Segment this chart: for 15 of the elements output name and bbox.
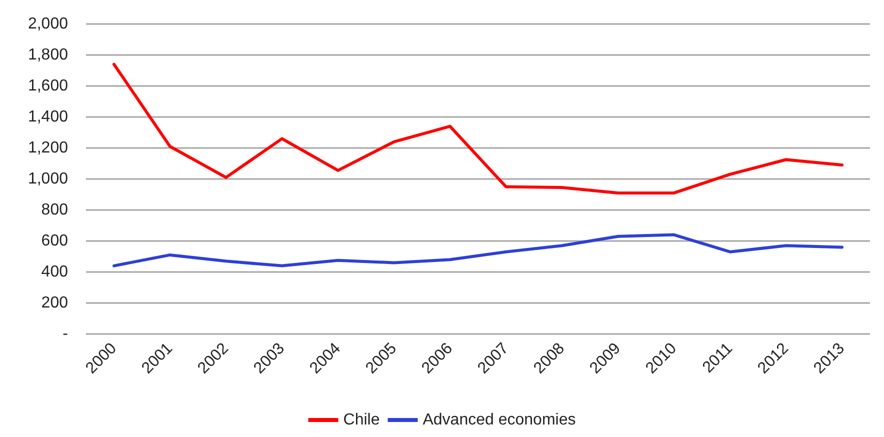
y-tick-label: - <box>62 326 68 342</box>
y-tick-label: 600 <box>41 232 68 250</box>
legend-label: Chile <box>343 412 380 428</box>
y-tick-label: 2,000 <box>28 16 68 32</box>
y-tick-label: 1,400 <box>28 108 68 126</box>
y-tick-label: 1,600 <box>28 78 68 94</box>
line-series <box>112 233 844 268</box>
y-tick-label: 800 <box>41 202 68 218</box>
y-tick-label: 1,000 <box>28 170 68 188</box>
legend-label: Advanced economies <box>422 412 576 428</box>
y-tick-label: 1,800 <box>28 46 68 64</box>
line-series <box>112 62 844 194</box>
y-tick-label: 1,200 <box>28 140 68 156</box>
y-tick-label: 200 <box>41 294 68 312</box>
y-tick-label: 400 <box>41 264 68 280</box>
